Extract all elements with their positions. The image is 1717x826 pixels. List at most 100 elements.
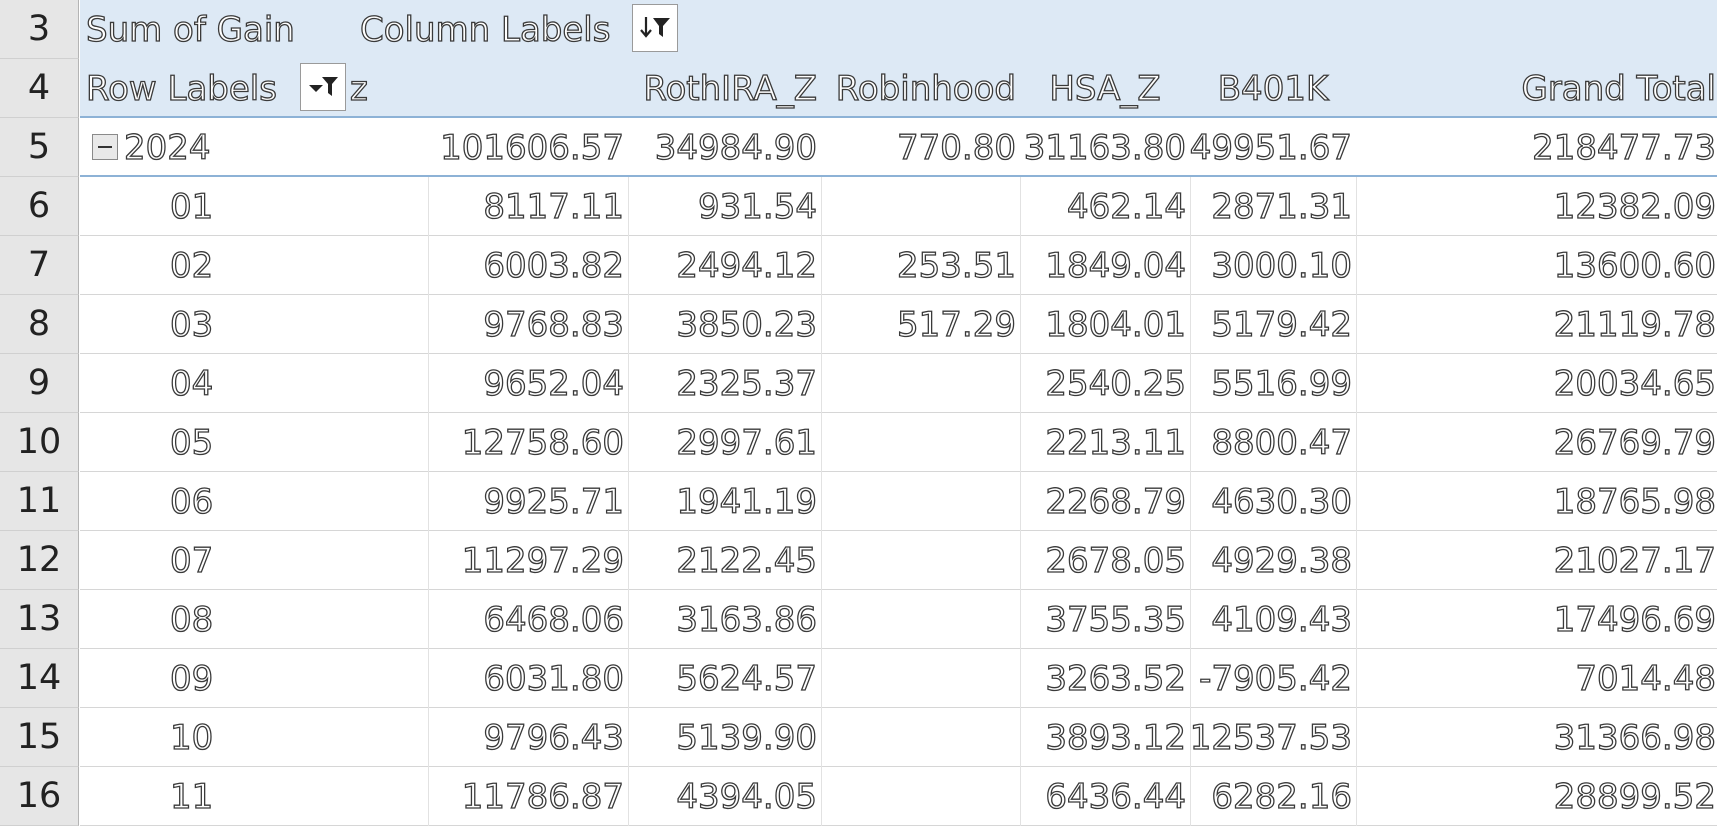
value-rothira[interactable]: 3850.23 <box>676 304 818 345</box>
row-header-8[interactable]: 8 <box>0 295 79 354</box>
value-grand-total[interactable]: 20034.65 <box>1553 363 1717 404</box>
value-rothira[interactable]: 931.54 <box>697 186 817 227</box>
value-robinhood[interactable] <box>821 590 1020 649</box>
value-hsa[interactable]: 2213.11 <box>1045 422 1187 463</box>
value-rothira[interactable]: 1941.19 <box>676 481 818 522</box>
value-grand-total[interactable]: 12382.09 <box>1553 186 1717 227</box>
row-header-16[interactable]: 16 <box>0 767 79 826</box>
year-value-grand-total[interactable]: 218477.73 <box>1531 127 1716 168</box>
value-hsa[interactable]: 2268.79 <box>1045 481 1187 522</box>
value-rothira[interactable]: 2997.61 <box>676 422 818 463</box>
month-label[interactable]: 03 <box>169 304 214 345</box>
value-z[interactable]: 12758.60 <box>461 422 625 463</box>
value-rothira[interactable]: 2122.45 <box>676 540 818 581</box>
month-label[interactable]: 05 <box>169 422 214 463</box>
row-header-5[interactable]: 5 <box>0 118 79 177</box>
row-header-9[interactable]: 9 <box>0 354 79 413</box>
value-rothira[interactable]: 2494.12 <box>676 245 818 286</box>
value-robinhood[interactable]: 517.29 <box>896 304 1016 345</box>
value-grand-total[interactable]: 7014.48 <box>1575 658 1717 699</box>
value-hsa[interactable]: 2678.05 <box>1045 540 1187 581</box>
value-robinhood[interactable] <box>821 177 1020 236</box>
column-labels-header[interactable]: Column Labels <box>359 9 611 50</box>
month-label[interactable]: 11 <box>169 776 214 817</box>
value-robinhood[interactable] <box>821 649 1020 708</box>
value-b401k[interactable]: 12537.53 <box>1190 717 1353 758</box>
year-label[interactable]: 2024 <box>123 127 211 168</box>
value-hsa[interactable]: 462.14 <box>1066 186 1186 227</box>
value-grand-total[interactable]: 26769.79 <box>1553 422 1717 463</box>
month-label[interactable]: 08 <box>169 599 214 640</box>
collapse-button[interactable] <box>92 134 118 160</box>
row-header-11[interactable]: 11 <box>0 472 79 531</box>
value-z[interactable]: 6031.80 <box>483 658 625 699</box>
value-hsa[interactable]: 1849.04 <box>1045 245 1187 286</box>
value-b401k[interactable]: -7905.42 <box>1198 658 1352 699</box>
value-grand-total[interactable]: 28899.52 <box>1553 776 1717 817</box>
column-header-hsa[interactable]: HSA_Z <box>1049 68 1162 109</box>
value-rothira[interactable]: 4394.05 <box>676 776 818 817</box>
value-rothira[interactable]: 2325.37 <box>676 363 818 404</box>
value-rothira[interactable]: 5139.90 <box>676 717 818 758</box>
month-label[interactable]: 06 <box>169 481 214 522</box>
column-header-b401k[interactable]: B401K <box>1217 68 1329 109</box>
value-robinhood[interactable]: 253.51 <box>896 245 1016 286</box>
month-label[interactable]: 04 <box>169 363 214 404</box>
values-field-label[interactable]: Sum of Gain <box>85 9 295 50</box>
column-header-z[interactable]: z <box>349 68 368 109</box>
year-value-z[interactable]: 101606.57 <box>439 127 624 168</box>
value-z[interactable]: 9925.71 <box>483 481 625 522</box>
value-robinhood[interactable] <box>821 472 1020 531</box>
value-b401k[interactable]: 6282.16 <box>1211 776 1353 817</box>
value-grand-total[interactable]: 21027.17 <box>1553 540 1717 581</box>
value-robinhood[interactable] <box>821 767 1020 826</box>
value-z[interactable]: 6468.06 <box>483 599 625 640</box>
value-hsa[interactable]: 1804.01 <box>1045 304 1187 345</box>
row-header-10[interactable]: 10 <box>0 413 79 472</box>
value-b401k[interactable]: 4109.43 <box>1211 599 1353 640</box>
row-header-12[interactable]: 12 <box>0 531 79 590</box>
value-z[interactable]: 9768.83 <box>483 304 625 345</box>
value-z[interactable]: 11297.29 <box>461 540 625 581</box>
row-header-3[interactable]: 3 <box>0 0 79 59</box>
value-hsa[interactable]: 6436.44 <box>1045 776 1187 817</box>
value-grand-total[interactable]: 18765.98 <box>1553 481 1717 522</box>
value-hsa[interactable]: 2540.25 <box>1045 363 1187 404</box>
month-label[interactable]: 01 <box>169 186 214 227</box>
value-hsa[interactable]: 3893.12 <box>1045 717 1187 758</box>
row-header-14[interactable]: 14 <box>0 649 79 708</box>
year-value-rothira[interactable]: 34984.90 <box>654 127 818 168</box>
column-labels-filter-button[interactable] <box>632 4 678 52</box>
value-rothira[interactable]: 5624.57 <box>676 658 818 699</box>
value-z[interactable]: 9796.43 <box>483 717 625 758</box>
value-z[interactable]: 8117.11 <box>483 186 625 227</box>
month-label[interactable]: 10 <box>169 717 214 758</box>
row-header-4[interactable]: 4 <box>0 59 79 118</box>
column-header-robinhood[interactable]: Robinhood <box>835 68 1017 109</box>
value-b401k[interactable]: 5516.99 <box>1211 363 1353 404</box>
value-rothira[interactable]: 3163.86 <box>676 599 818 640</box>
row-header-6[interactable]: 6 <box>0 177 79 236</box>
value-grand-total[interactable]: 21119.78 <box>1553 304 1717 345</box>
value-robinhood[interactable] <box>821 354 1020 413</box>
year-value-b401k[interactable]: 49951.67 <box>1190 127 1353 168</box>
value-robinhood[interactable] <box>821 413 1020 472</box>
row-header-7[interactable]: 7 <box>0 236 79 295</box>
value-robinhood[interactable] <box>821 531 1020 590</box>
value-b401k[interactable]: 4929.38 <box>1211 540 1353 581</box>
value-z[interactable]: 11786.87 <box>461 776 625 817</box>
row-labels-header[interactable]: Row Labels <box>85 68 277 109</box>
value-b401k[interactable]: 3000.10 <box>1211 245 1353 286</box>
value-robinhood[interactable] <box>821 708 1020 767</box>
year-value-robinhood[interactable]: 770.80 <box>896 127 1016 168</box>
month-label[interactable]: 07 <box>169 540 214 581</box>
value-b401k[interactable]: 2871.31 <box>1211 186 1353 227</box>
column-header-rothira[interactable]: RothIRA_Z <box>643 68 818 109</box>
column-header-grand-total[interactable]: Grand Total <box>1521 68 1717 109</box>
value-grand-total[interactable]: 17496.69 <box>1553 599 1717 640</box>
value-hsa[interactable]: 3755.35 <box>1045 599 1187 640</box>
year-value-hsa[interactable]: 31163.80 <box>1023 127 1187 168</box>
value-b401k[interactable]: 5179.42 <box>1211 304 1353 345</box>
value-grand-total[interactable]: 31366.98 <box>1553 717 1717 758</box>
value-z[interactable]: 6003.82 <box>483 245 625 286</box>
